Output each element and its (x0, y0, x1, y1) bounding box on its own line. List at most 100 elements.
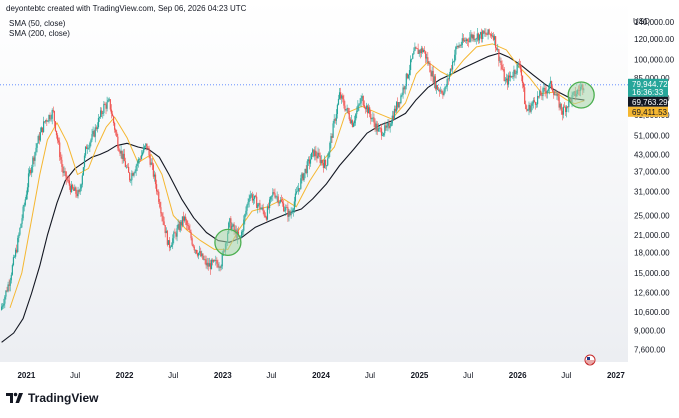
indicator-label-sma200[interactable]: SMA (200, close) (9, 29, 70, 38)
candle-body (514, 70, 516, 74)
candle-body (468, 40, 470, 42)
candle-body (159, 201, 161, 208)
candle-body (528, 104, 530, 110)
currency-label: USD (633, 17, 650, 26)
candle-body (55, 130, 58, 136)
y-tick-label: 51,000.00 (634, 131, 670, 140)
candle-body (284, 210, 286, 212)
candle-body (316, 156, 318, 159)
candle-body (369, 107, 371, 114)
x-tick-label: 2021 (17, 371, 35, 380)
candle-body (409, 59, 412, 71)
candle-body (32, 157, 34, 168)
tradingview-logo[interactable]: TradingView (6, 390, 98, 406)
candle-body (155, 184, 158, 192)
candle-body (161, 213, 163, 217)
candle-body (200, 251, 202, 257)
candle-body (134, 171, 136, 173)
candle-body (510, 75, 512, 78)
candle-body (104, 103, 106, 105)
candle-body (137, 159, 139, 164)
candle-body (46, 120, 48, 122)
badge-sma50-text: 69,411.53 (632, 108, 668, 117)
candle-body (437, 89, 440, 91)
x-tick-label: Jul (70, 371, 80, 380)
candle-body (564, 107, 567, 113)
candle-body (536, 95, 539, 105)
candle-body (470, 34, 472, 38)
candle-body (313, 149, 315, 157)
candle-body (426, 57, 428, 59)
candle-body (107, 100, 109, 102)
candle-body (74, 187, 76, 191)
candle-body (210, 259, 213, 270)
candle-body (455, 47, 457, 55)
candle-body (511, 75, 513, 78)
candle-body (190, 231, 192, 239)
candle-body (157, 191, 159, 192)
candle-body (139, 159, 142, 160)
candle-body (413, 51, 415, 55)
candle-body (402, 87, 404, 95)
candle-body (204, 259, 206, 260)
sma200-line (1, 52, 585, 343)
candle-body (315, 150, 317, 157)
y-tick-label: 10,600.00 (634, 308, 670, 317)
candle-body (185, 216, 187, 221)
candle-body (479, 32, 482, 35)
candle-body (461, 38, 463, 46)
candle-body (97, 117, 100, 128)
candle-body (54, 121, 57, 131)
candle-body (142, 152, 144, 155)
candle-body (263, 211, 265, 216)
candle-body (27, 173, 30, 188)
candle-body (435, 85, 438, 89)
candle-body (492, 35, 495, 40)
candle-body (453, 61, 455, 63)
candle-body (48, 114, 50, 122)
candle-body (447, 78, 449, 80)
y-tick-label: 7,600.00 (634, 345, 666, 354)
indicator-label-sma50[interactable]: SMA (50, close) (9, 19, 66, 28)
candle-body (533, 100, 535, 103)
candle-body (490, 34, 492, 37)
candle-body (35, 147, 37, 153)
candle-body (332, 123, 334, 138)
candle-body (559, 103, 561, 108)
candle-body (558, 96, 560, 108)
candle-body (18, 234, 20, 238)
candle-body (87, 148, 89, 149)
candle-body (550, 81, 553, 88)
candle-body (542, 88, 544, 97)
candle-body (103, 103, 105, 114)
candle-body (401, 94, 403, 96)
candle-body (384, 125, 386, 134)
candle-body (417, 48, 419, 54)
candle-body (379, 127, 382, 129)
candle-body (433, 76, 435, 83)
candle-body (317, 152, 319, 159)
candle-body (162, 216, 164, 222)
candle-body (351, 120, 354, 127)
candle-body (354, 120, 356, 124)
candle-body (62, 166, 64, 173)
candle-body (21, 218, 23, 224)
candle-body (279, 199, 281, 203)
candle-body (411, 58, 413, 60)
y-tick-label: 12,600.00 (634, 289, 670, 298)
candle-body (362, 96, 364, 106)
candle-body (195, 249, 198, 254)
y-tick-label: 15,000.00 (634, 269, 670, 278)
candle-body (326, 165, 328, 167)
candle-body (539, 90, 541, 97)
candle-body (243, 219, 245, 231)
candle-body (270, 196, 272, 200)
candle-body (286, 207, 288, 208)
candle-body (329, 142, 331, 153)
candle-body (163, 221, 165, 226)
candle-body (430, 72, 432, 77)
candle-body (364, 107, 366, 110)
candle-body (168, 240, 171, 248)
candle-body (287, 207, 289, 217)
